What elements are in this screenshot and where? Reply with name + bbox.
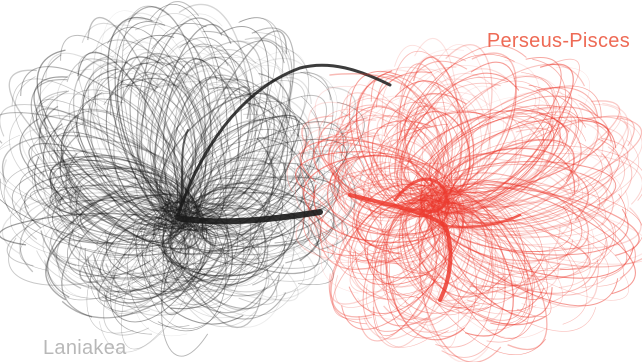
perseus-pisces-label: Perseus-Pisces bbox=[487, 30, 630, 53]
laniakea-label: Laniakea bbox=[43, 337, 127, 360]
perseus-pisces-flow-lines bbox=[287, 38, 642, 362]
